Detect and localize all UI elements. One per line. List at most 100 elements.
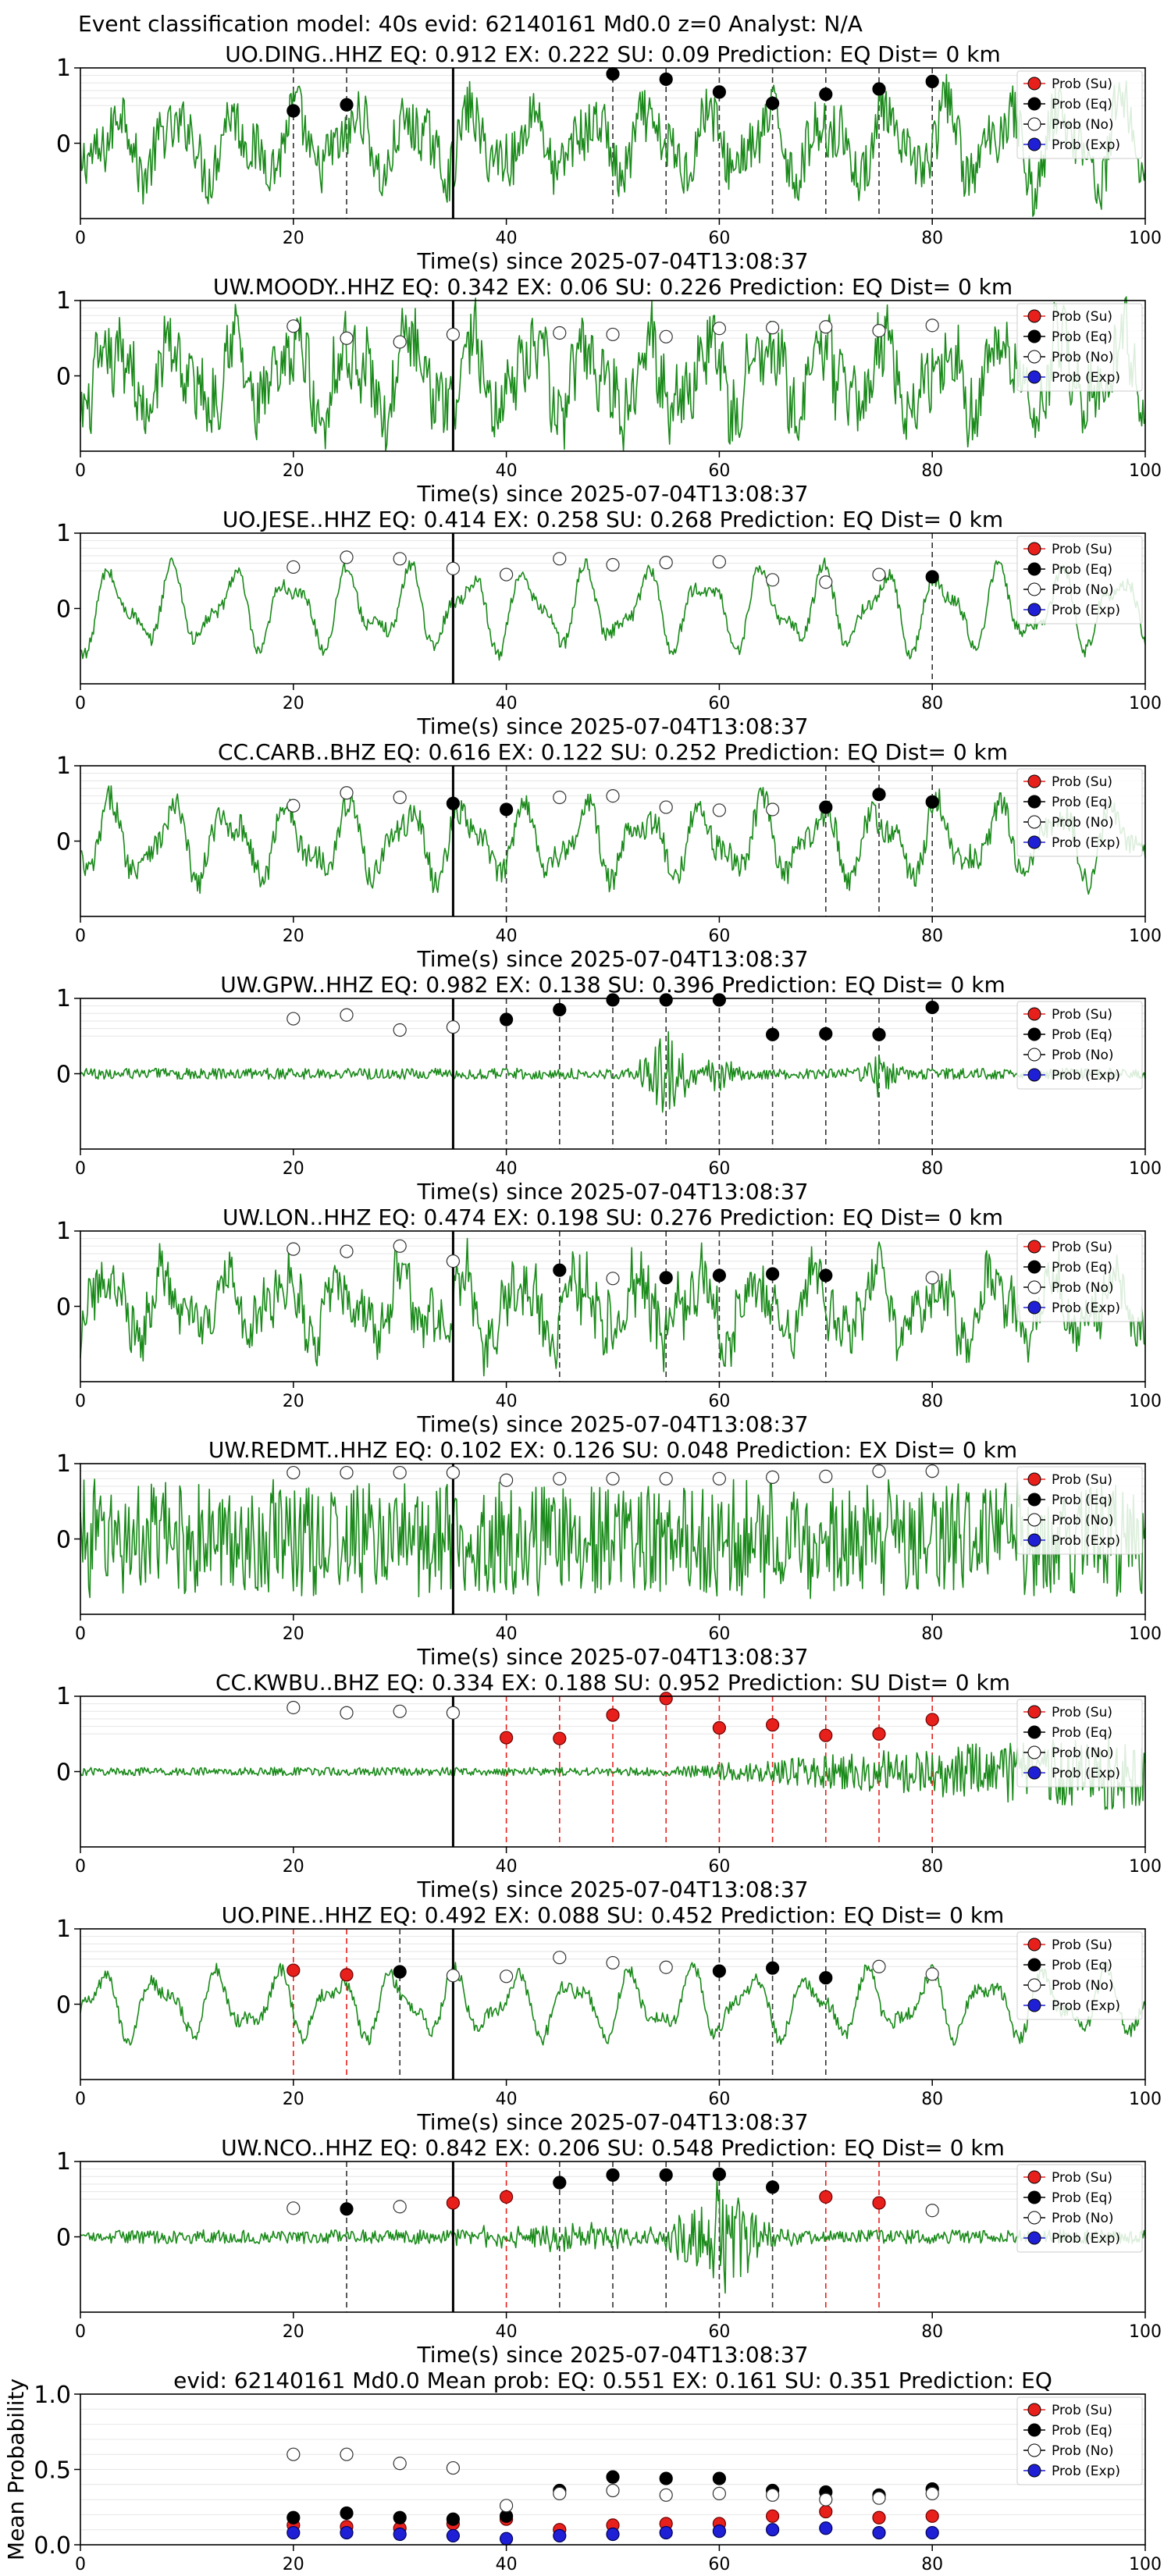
legend-box [1016, 1699, 1143, 1788]
prob-point-no [340, 1706, 354, 1720]
legend-label: Prob (Eq) [1052, 1958, 1112, 1973]
legend-marker [1027, 774, 1041, 788]
legend-label: Prob (No) [1052, 1978, 1114, 1994]
legend-label: Prob (Eq) [1052, 2190, 1112, 2206]
waveform-trace [80, 1237, 1146, 1377]
waveform-trace [80, 1732, 1146, 1810]
prob-point-no [925, 2204, 939, 2218]
x-tick-label: 0 [75, 927, 86, 946]
prob-point-eq [765, 96, 780, 110]
legend-box [1016, 1233, 1143, 1322]
x-axis-label: Time(s) since 2025-07-04T13:08:37 [416, 1179, 808, 1204]
legend-marker [1027, 1027, 1041, 1041]
mean-point-exp [872, 2525, 886, 2540]
waveform-trace [80, 1962, 1146, 2046]
prob-point-su [872, 2196, 886, 2210]
prob-point-no [712, 555, 727, 569]
x-axis-label: Time(s) since 2025-07-04T13:08:37 [416, 481, 808, 507]
x-tick-label: 100 [1129, 927, 1162, 946]
legend-marker [1027, 2231, 1041, 2245]
legend-marker [1027, 137, 1041, 151]
panel-title: CC.KWBU..BHZ EQ: 0.334 EX: 0.188 SU: 0.9… [215, 1670, 1010, 1695]
prob-point-eq [659, 72, 673, 87]
mean-point-no [446, 2460, 461, 2475]
prob-point-eq [553, 1002, 567, 1017]
prob-point-su [499, 2190, 514, 2204]
figure-suptitle: Event classification model: 40s evid: 62… [78, 11, 863, 37]
x-tick-label: 100 [1129, 1624, 1162, 1644]
plot-area [80, 301, 1145, 451]
prob-point-no [872, 1464, 886, 1478]
prob-point-no [925, 318, 939, 333]
x-tick-label: 100 [1129, 461, 1162, 481]
legend-marker [1027, 76, 1041, 91]
prob-point-no [659, 1960, 673, 1974]
legend-marker [1027, 2190, 1041, 2204]
prob-point-eq [606, 67, 620, 81]
legend-label: Prob (Exp) [1052, 2231, 1120, 2247]
prob-point-no [765, 573, 780, 587]
x-axis-label: Time(s) since 2025-07-04T13:08:37 [416, 2342, 808, 2368]
prob-point-su [712, 1720, 727, 1735]
prob-point-eq [712, 1268, 727, 1283]
legend-marker [1027, 1937, 1041, 1952]
plot-area [80, 1231, 1145, 1382]
prob-point-eq [340, 2202, 354, 2216]
x-tick-label: 60 [708, 461, 730, 481]
mean-point-no [606, 2483, 620, 2498]
legend-label: Prob (No) [1052, 2211, 1114, 2226]
legend-label: Prob (Su) [1052, 1472, 1112, 1488]
y-tick-label: 1 [56, 753, 71, 780]
prob-point-su [872, 1727, 886, 1741]
prob-point-eq [287, 104, 301, 118]
prob-point-su [819, 1728, 833, 1742]
prob-point-eq [659, 993, 673, 1007]
legend-marker [1027, 1260, 1041, 1274]
prob-point-su [765, 1718, 780, 1732]
prob-point-no [393, 335, 407, 349]
legend-label: Prob (Su) [1052, 2170, 1112, 2186]
panel-title: UO.PINE..HHZ EQ: 0.492 EX: 0.088 SU: 0.4… [222, 1902, 1005, 1928]
legend-label: Prob (Exp) [1052, 603, 1120, 618]
x-tick-label: 80 [921, 1159, 943, 1179]
x-axis-label: Time(s) since 2025-07-04T13:08:37 [416, 2109, 808, 2135]
mean-point-no [287, 2447, 301, 2461]
y-tick-label: 1 [56, 1683, 71, 1710]
mean-point-eq [340, 2506, 354, 2521]
prob-point-eq [499, 802, 514, 817]
x-tick-label: 0 [75, 2555, 86, 2574]
prob-point-no [659, 800, 673, 814]
legend-marker [1027, 2443, 1041, 2457]
legend-marker [1027, 795, 1041, 809]
legend-label: Prob (Eq) [1052, 562, 1112, 578]
x-tick-label: 80 [921, 229, 943, 248]
prob-point-eq [393, 1965, 407, 1979]
legend-label: Prob (Su) [1052, 542, 1112, 557]
x-tick-label: 40 [496, 694, 518, 713]
prob-point-no [446, 1020, 461, 1034]
y-tick-label: 1 [56, 55, 71, 82]
y-tick-label: 0 [56, 1062, 71, 1089]
prob-point-eq [819, 1026, 833, 1041]
x-tick-label: 0 [75, 2322, 86, 2342]
prob-point-no [553, 326, 567, 340]
prob-point-eq [553, 2176, 567, 2190]
x-tick-label: 60 [708, 1857, 730, 1877]
mean-point-exp [765, 2523, 780, 2537]
prob-point-no [499, 568, 514, 582]
mean-point-exp [499, 2532, 514, 2546]
legend-marker [1027, 1513, 1041, 1527]
prob-point-no [340, 550, 354, 564]
x-tick-label: 40 [496, 461, 518, 481]
x-tick-label: 0 [75, 1857, 86, 1877]
prob-point-eq [872, 82, 886, 96]
y-tick-label: 1 [56, 1450, 71, 1478]
prob-point-no [606, 1955, 620, 1970]
prob-point-no [446, 1969, 461, 1983]
x-axis-label: Time(s) since 2025-07-04T13:08:37 [416, 248, 808, 274]
mean-point-no [819, 2492, 833, 2507]
y-tick-label: 1 [56, 2148, 71, 2176]
